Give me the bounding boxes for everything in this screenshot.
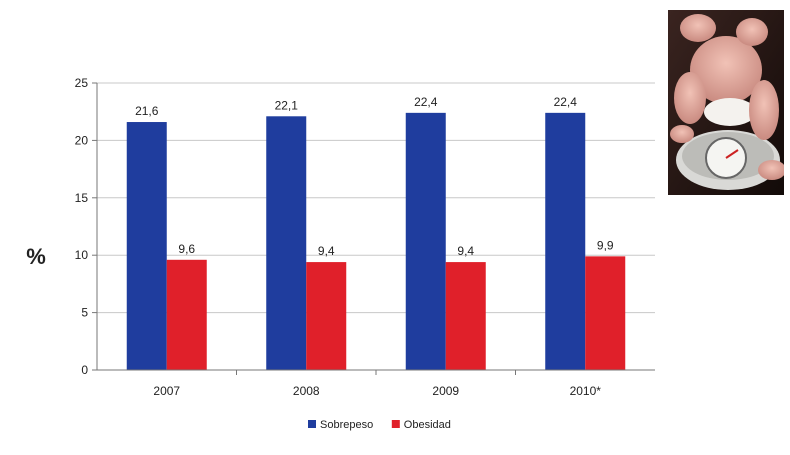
- x-tick-label: 2008: [293, 384, 320, 398]
- data-label-sobrepeso-2008: 22,1: [275, 98, 299, 112]
- legend-label-obesidad: Obesidad: [404, 419, 451, 431]
- data-label-obesidad-2010*: 9,9: [597, 238, 614, 252]
- bar-sobrepeso-2007: [126, 122, 167, 370]
- bar-obesidad-2010*: [585, 256, 626, 370]
- legend-swatch-obesidad: [391, 420, 400, 428]
- legend-swatch-sobrepeso: [308, 420, 316, 428]
- data-label-sobrepeso-2010*: 22,4: [554, 95, 578, 109]
- data-label-obesidad-2009: 9,4: [457, 244, 474, 258]
- y-tick-label: 25: [75, 76, 89, 90]
- x-tick-label: 2009: [432, 384, 459, 398]
- bars: [126, 112, 626, 371]
- bar-sobrepeso-2010*: [545, 112, 586, 371]
- bar-obesidad-2007: [166, 259, 207, 370]
- x-tick-label: 2007: [153, 384, 180, 398]
- axes: 0 5 10 15 20 25 2007 2008 2009 2010*: [75, 76, 655, 398]
- bar-obesidad-2009: [445, 262, 486, 370]
- data-label-sobrepeso-2007: 21,6: [135, 104, 159, 118]
- y-tick-label: 10: [75, 248, 89, 262]
- data-labels: 21,6 9,6 22,1 9,4 22,4 9,4 22,4 9,9: [135, 95, 614, 258]
- x-tick-label: 2010*: [570, 384, 602, 398]
- baby-photo-icon: [668, 10, 784, 195]
- data-label-obesidad-2008: 9,4: [318, 244, 335, 258]
- y-axis-label: %: [26, 244, 46, 269]
- data-label-sobrepeso-2009: 22,4: [414, 95, 438, 109]
- bar-sobrepeso-2009: [405, 112, 446, 371]
- y-tick-label: 0: [81, 363, 88, 377]
- legend: Sobrepeso Obesidad: [308, 419, 451, 431]
- data-label-obesidad-2007: 9,6: [178, 242, 195, 256]
- baby-on-scale-photo: [668, 10, 784, 195]
- bar-obesidad-2008: [306, 262, 347, 370]
- y-tick-label: 15: [75, 191, 89, 205]
- legend-label-sobrepeso: Sobrepeso: [320, 419, 373, 431]
- y-tick-label: 5: [81, 306, 88, 320]
- y-tick-label: 20: [75, 133, 89, 147]
- bar-sobrepeso-2008: [266, 116, 307, 371]
